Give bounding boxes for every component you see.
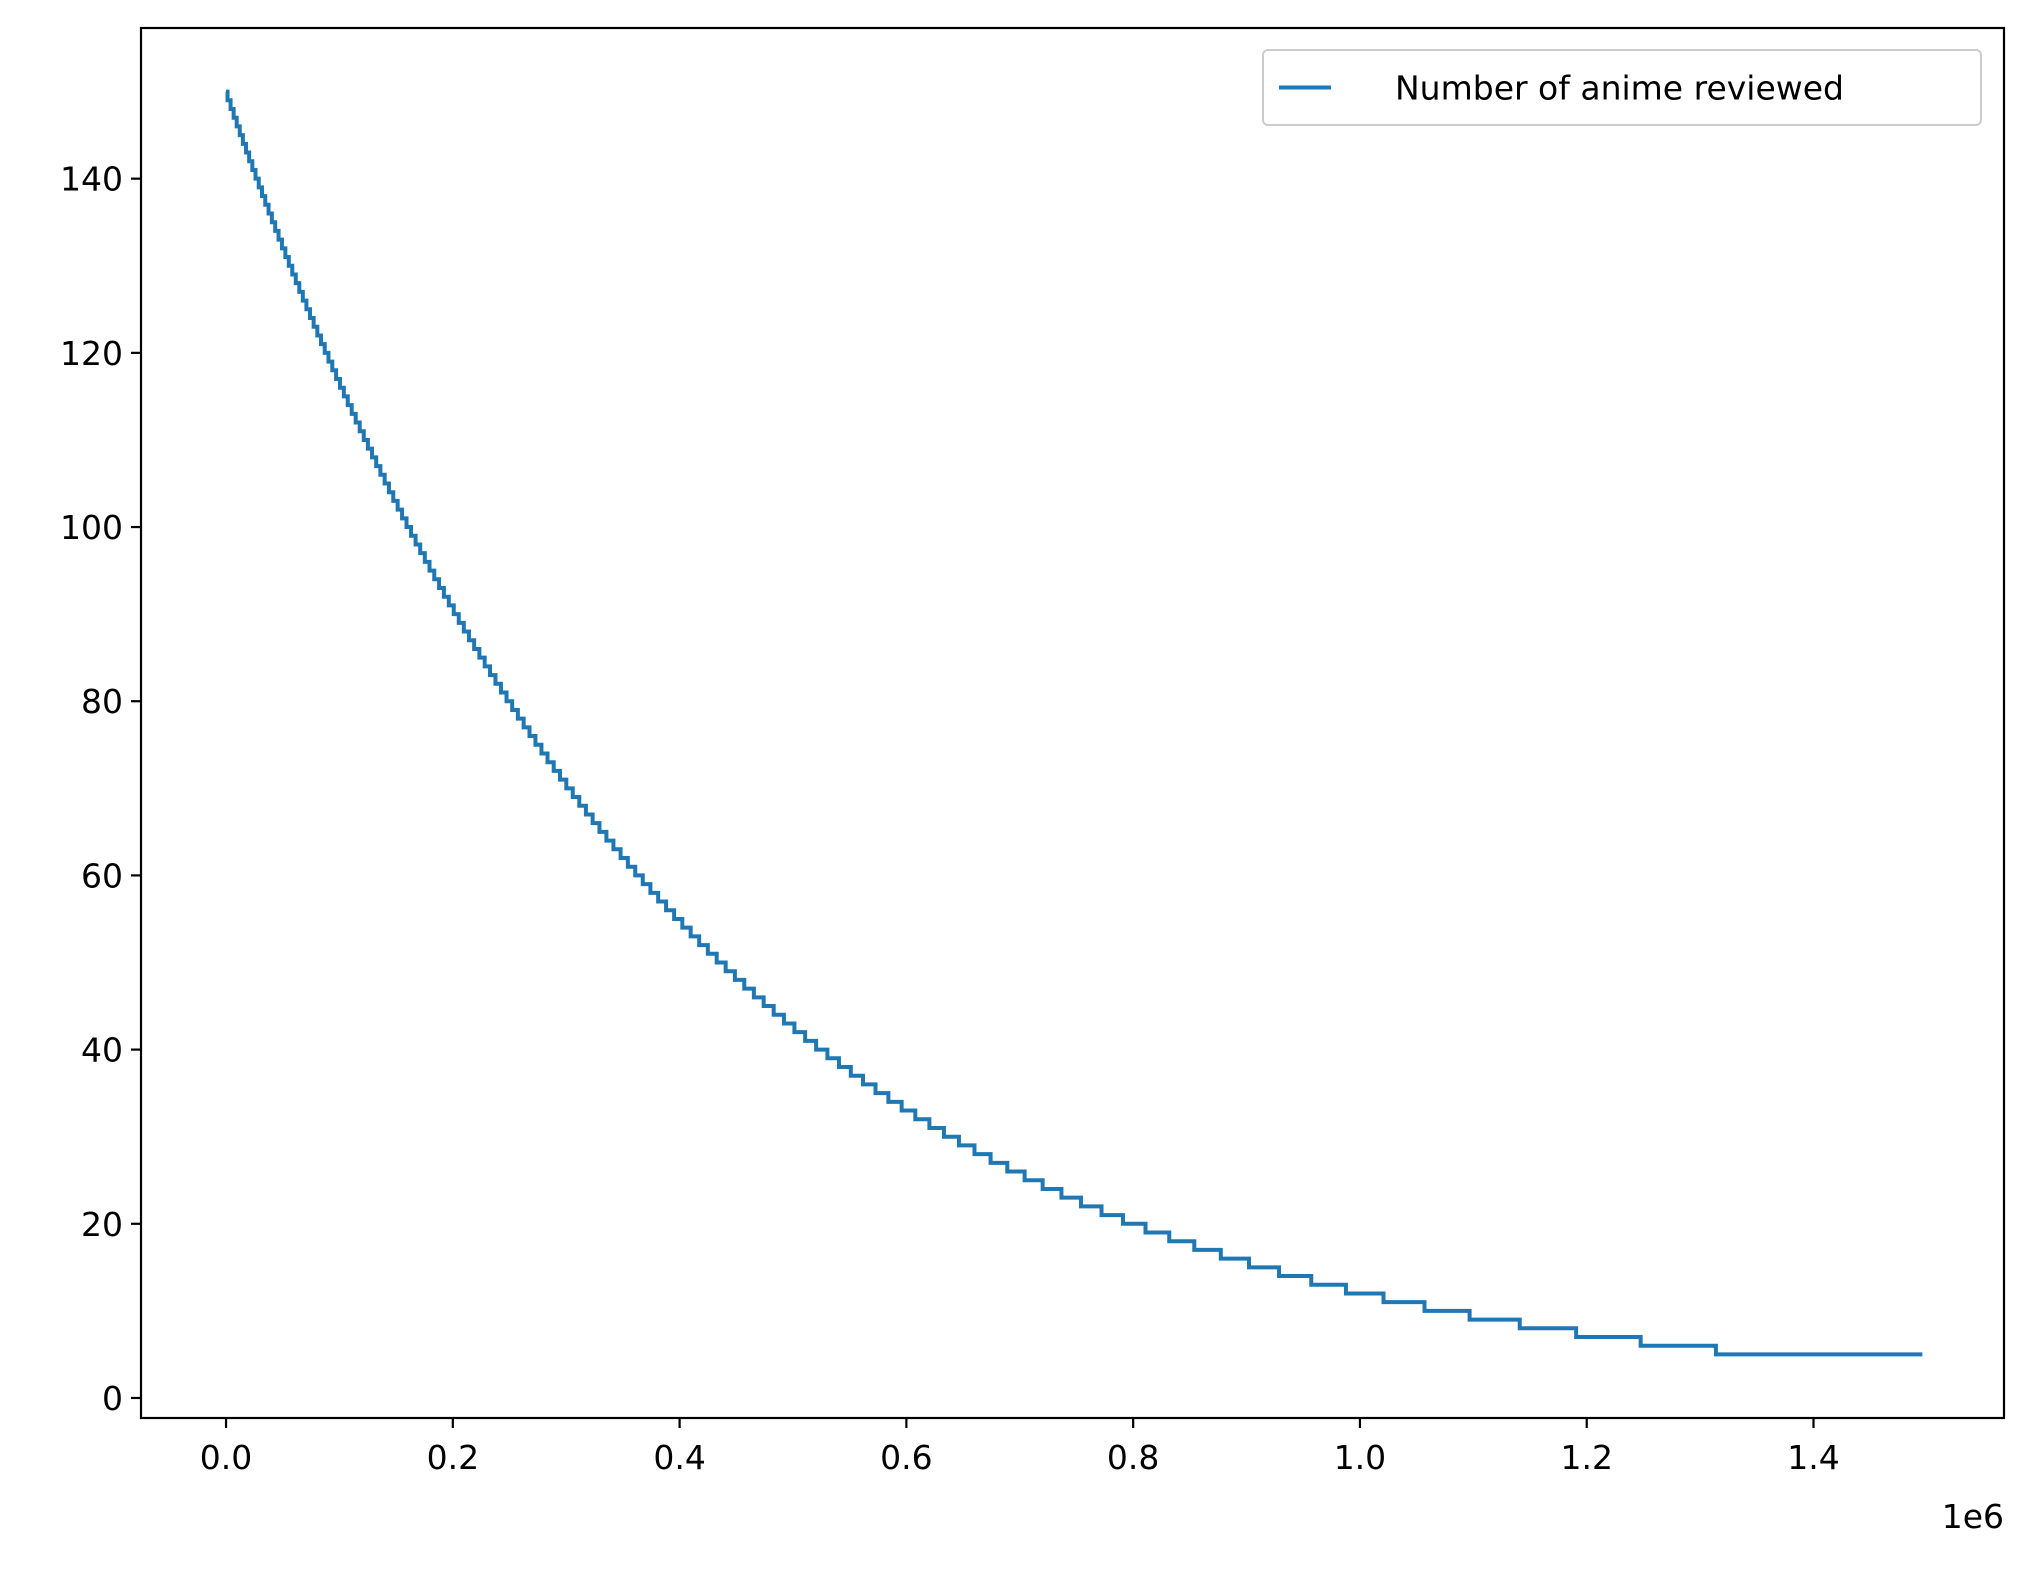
plot-frame	[139, 26, 2006, 1420]
y-tick-label: 20	[81, 1205, 123, 1244]
series-line	[225, 89, 1923, 1357]
series-layer	[225, 89, 1923, 1357]
x-tick-label: 0.2	[427, 1438, 479, 1477]
legend-label: Number of anime reviewed	[1395, 69, 1844, 108]
x-axis: 0.0 0.2 0.4 0.6 0.8 1.0 1.2 1.4	[200, 1418, 1840, 1477]
x-tick-label: 0.8	[1107, 1438, 1159, 1477]
x-tick-label: 1.0	[1334, 1438, 1386, 1477]
legend: Number of anime reviewed	[1262, 49, 1982, 126]
x-tick-label: 0.4	[653, 1438, 705, 1477]
y-tick-label: 60	[81, 856, 123, 895]
y-tick-label: 100	[60, 508, 123, 547]
y-tick-label: 140	[60, 160, 123, 199]
y-tick-label: 120	[60, 334, 123, 373]
y-tick-label: 0	[102, 1379, 123, 1418]
legend-box	[1262, 49, 1982, 126]
x-tick-label: 1.4	[1787, 1438, 1839, 1477]
x-axis-offset-label: 1e6	[1942, 1497, 2004, 1536]
x-tick-label: 1.2	[1560, 1438, 1612, 1477]
x-tick-label: 0.0	[200, 1438, 252, 1477]
x-tick-label: 0.6	[880, 1438, 932, 1477]
y-tick-label: 80	[81, 682, 123, 721]
y-axis: 0 20 40 60 80 100 120 140	[60, 160, 141, 1418]
y-tick-label: 40	[81, 1031, 123, 1070]
